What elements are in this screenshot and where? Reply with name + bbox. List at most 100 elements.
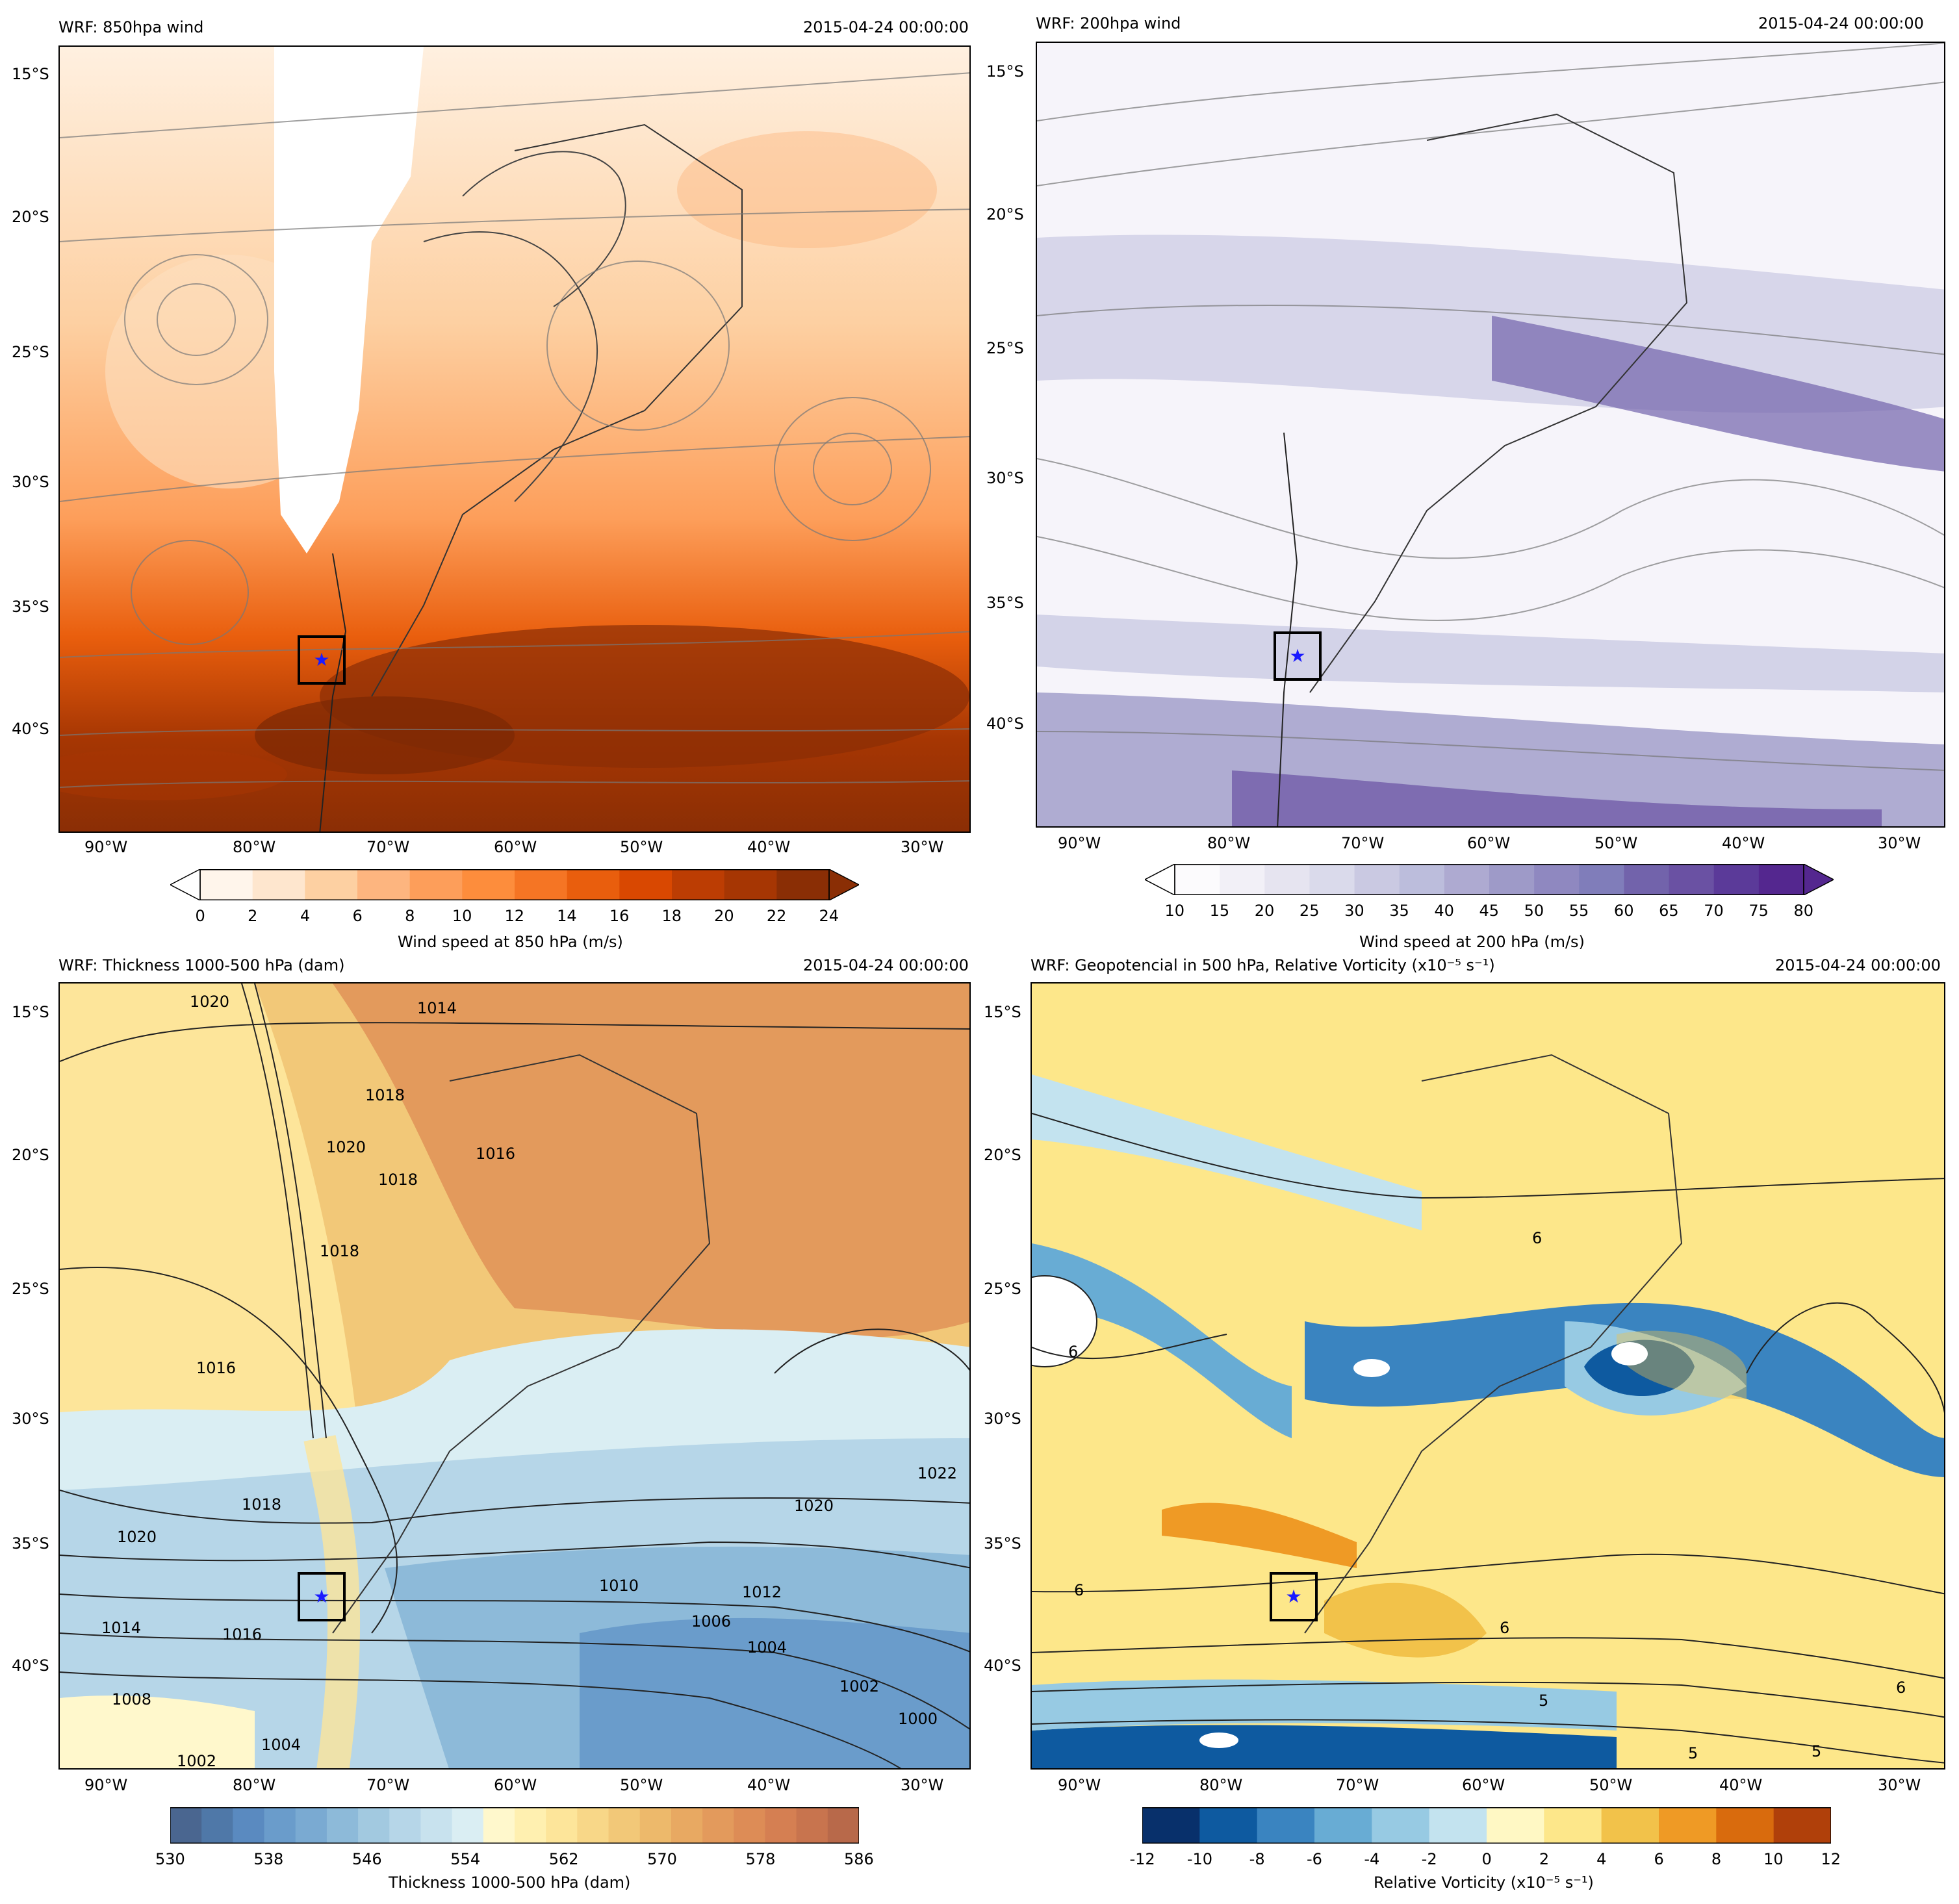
colorbar-tick-label: 530 [155, 1850, 185, 1868]
svg-text:★: ★ [1289, 645, 1305, 666]
colorbar-swatch [1659, 1807, 1717, 1844]
lon-label: 90°W [1058, 834, 1101, 852]
colorbar-swatch [200, 869, 253, 900]
colorbar-tick-label: -4 [1364, 1850, 1380, 1868]
colorbar-tick-label: 12 [1821, 1850, 1841, 1868]
lon-label: 80°W [1199, 1776, 1243, 1794]
lat-label: 20°S [12, 208, 49, 226]
colorbar-tick-label: 24 [819, 907, 839, 925]
colorbar-swatch [358, 1807, 390, 1844]
lat-label: 15°S [12, 1003, 49, 1021]
contour-label: 1004 [747, 1638, 787, 1656]
lat-label: 35°S [12, 598, 49, 616]
colorbar-tick-label: 6 [352, 907, 363, 925]
lon-label: 50°W [620, 838, 663, 856]
contour-label: 1018 [320, 1242, 359, 1260]
contour-label: 6 [1500, 1619, 1509, 1637]
lon-label: 60°W [494, 838, 537, 856]
colorbar-swatch [233, 1807, 265, 1844]
colorbar-tick-label: 8 [1711, 1850, 1722, 1868]
colorbar-tick-label: -12 [1129, 1850, 1155, 1868]
contour-label: 1014 [101, 1619, 141, 1637]
lon-label: 90°W [84, 838, 128, 856]
map-thickness-graphic: ★ 1014 1020 1018 1016 1018 1018 1020 101… [60, 984, 969, 1768]
lon-label: 50°W [1594, 834, 1638, 852]
colorbar-swatch [671, 1807, 703, 1844]
contour-label: 1018 [378, 1171, 418, 1189]
colorbar-swatch [264, 1807, 296, 1844]
lon-label: 30°W [901, 1776, 944, 1794]
colorbar-extend-right [1803, 864, 1834, 895]
lat-label: 25°S [984, 1280, 1021, 1298]
lat-label: 25°S [12, 1280, 49, 1298]
contour-label: 1020 [117, 1528, 157, 1546]
colorbar-tick-label: 16 [609, 907, 630, 925]
contour-label: 5 [1539, 1692, 1548, 1710]
contour-label: 1016 [476, 1145, 515, 1163]
lat-label: 25°S [12, 343, 49, 361]
colorbar-swatch [1713, 864, 1760, 895]
contour-label: 1008 [112, 1690, 151, 1708]
colorbar-850hpa: 0 2 4 6 8 10 12 14 16 18 20 22 24 [170, 869, 859, 925]
colorbar-tick-label: 0 [1481, 1850, 1492, 1868]
lon-label: 40°W [1722, 834, 1765, 852]
colorbar-swatch [1773, 1807, 1831, 1844]
colorbar-swatch [483, 1807, 515, 1844]
lon-label: 40°W [1719, 1776, 1763, 1794]
colorbar-swatch [1372, 1807, 1430, 1844]
colorbar-frame [199, 869, 830, 900]
lon-label: 30°W [1878, 834, 1921, 852]
colorbar-tick-label: 12 [504, 907, 525, 925]
colorbar-thickness: 530 538 546 554 562 570 578 586 [155, 1807, 874, 1868]
lat-label: 20°S [986, 205, 1024, 223]
colorbar-swatch [1199, 1807, 1258, 1844]
contour-label: 5 [1812, 1742, 1821, 1760]
lon-label: 80°W [1207, 834, 1251, 852]
colorbar-tick-label: 4 [300, 907, 311, 925]
colorbar-tick-label: 6 [1654, 1850, 1664, 1868]
colorbar-frame [1142, 1807, 1831, 1844]
lat-label: 15°S [986, 62, 1024, 81]
contour-label: 1014 [417, 999, 457, 1017]
colorbar-swatch [546, 1807, 578, 1844]
colorbar-tick-label: 2 [248, 907, 258, 925]
lon-label: 60°W [1462, 1776, 1505, 1794]
contour-label: 5 [1688, 1744, 1698, 1762]
colorbar-swatch [608, 1807, 641, 1844]
panel-date: 2015-04-24 00:00:00 [803, 18, 969, 36]
lat-label: 40°S [986, 715, 1024, 733]
lon-label: 80°W [233, 838, 276, 856]
panel-date: 2015-04-24 00:00:00 [803, 956, 969, 974]
colorbar-swatch [1444, 864, 1490, 895]
colorbar-extend-left [1145, 864, 1175, 895]
colorbar-tick-label: 80 [1793, 902, 1814, 920]
colorbar-swatch [515, 869, 568, 900]
colorbar-swatch [1257, 1807, 1315, 1844]
colorbar-tick-label: 8 [405, 907, 415, 925]
lon-label: 90°W [84, 1776, 128, 1794]
contour-label: 1020 [794, 1497, 834, 1515]
colorbar-swatch [577, 1807, 609, 1844]
colorbar-swatch [567, 869, 620, 900]
lat-label: 40°S [984, 1656, 1021, 1675]
panel-title: WRF: Geopotencial in 500 hPa, Relative V… [1031, 956, 1495, 974]
colorbar-frame [1174, 864, 1804, 895]
colorbar-label: Relative Vorticity (x10⁻⁵ s⁻¹) [1374, 1873, 1594, 1892]
colorbar-tick-label: 55 [1568, 902, 1589, 920]
colorbar-tick-label: 22 [766, 907, 787, 925]
panel-title: WRF: 850hpa wind [58, 18, 204, 36]
lon-label: 80°W [233, 1776, 276, 1794]
colorbar-tick-label: -2 [1421, 1850, 1437, 1868]
colorbar-swatch [1142, 1807, 1200, 1844]
lon-label: 60°W [494, 1776, 537, 1794]
lat-label: 30°S [986, 469, 1024, 487]
colorbar-tick-label: 562 [548, 1850, 579, 1868]
colorbar-tick-label: 546 [352, 1850, 382, 1868]
contour-label: 1004 [261, 1736, 301, 1754]
colorbar-swatch [201, 1807, 233, 1844]
colorbar-swatch [619, 869, 672, 900]
colorbar-tick-label: 10 [1164, 902, 1185, 920]
colorbar-swatch [515, 1807, 546, 1844]
colorbar-swatch [1399, 864, 1445, 895]
colorbar-tick-label: 65 [1659, 902, 1679, 920]
